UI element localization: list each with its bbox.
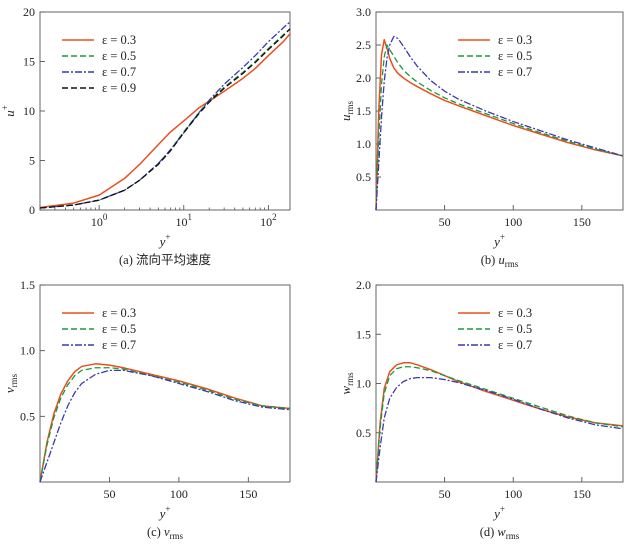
- series-line-1: [375, 38, 624, 211]
- x-tick-label: 50: [439, 487, 451, 501]
- legend-label-3: ε = 0.7: [498, 338, 532, 352]
- legend-label-2: ε = 0.5: [498, 49, 532, 63]
- y-tick-label: 2.0: [356, 71, 371, 85]
- y-tick-label: 3.0: [356, 5, 371, 19]
- y-axis-label: u+: [0, 105, 17, 117]
- x-tick-label: 101: [176, 212, 193, 229]
- y-tick-label: 0.5: [20, 409, 35, 423]
- legend-label-3: ε = 0.7: [102, 65, 136, 79]
- y-axis-label: vrms: [2, 373, 19, 393]
- y-tick-label: 5: [29, 154, 35, 168]
- panel-caption: (d) wrms: [480, 525, 520, 541]
- x-tick-label: 100: [91, 212, 108, 229]
- legend-label-3: ε = 0.7: [102, 338, 136, 352]
- plot-frame: [39, 11, 291, 211]
- series-line-2: [375, 44, 624, 211]
- legend-label-2: ε = 0.5: [102, 49, 136, 63]
- x-axis-label: y+: [492, 232, 505, 249]
- series-line-2: [375, 366, 624, 483]
- chart-panel-c: 50 100 150 0.5 1.0 1.5 y+ vrms ε = 0.3 ε = 0.5 ε =…: [2, 278, 291, 541]
- x-tick-label: 100: [170, 487, 188, 501]
- x-tick-label: 50: [439, 215, 451, 229]
- y-tick-label: 20: [23, 5, 35, 19]
- panel-caption: (a) 流向平均速度: [119, 252, 211, 267]
- panel-caption: (b) urms: [481, 253, 519, 269]
- series-line-2: [39, 367, 291, 483]
- legend-label-1: ε = 0.3: [498, 306, 532, 320]
- y-tick-label: 1.0: [356, 137, 371, 151]
- x-tick-label: 100: [504, 487, 522, 501]
- y-tick-label: 0.5: [356, 170, 371, 184]
- series-line-3: [39, 21, 291, 209]
- x-tick-label: 150: [573, 487, 591, 501]
- legend-label-4: ε = 0.9: [102, 81, 136, 95]
- chart-panel-d: 50 100 150 0.5 1.0 1.5 2.0 y+ wrms ε = 0.3 ε = 0.5…: [338, 278, 624, 541]
- y-tick-label: 2.0: [356, 278, 371, 292]
- legend-label-1: ε = 0.3: [102, 306, 136, 320]
- legend-label-1: ε = 0.3: [102, 33, 136, 47]
- x-tick-label: 100: [504, 215, 522, 229]
- chart-panel-b: 50 100 150 0.5 1.0 1.5 2.0 2.5 3.0 y+ urms ε = 0.3 ε…: [338, 5, 624, 269]
- y-tick-label: 15: [23, 55, 35, 69]
- series-line-3: [375, 35, 624, 211]
- plot-frame: [39, 284, 291, 483]
- y-tick-label: 1.5: [356, 104, 371, 118]
- legend-label-3: ε = 0.7: [498, 65, 532, 79]
- x-tick-label: 102: [260, 212, 277, 229]
- series-line-3: [375, 376, 624, 483]
- legend-label-2: ε = 0.5: [498, 322, 532, 336]
- y-tick-label: 2.5: [356, 38, 371, 52]
- series-line-2: [39, 28, 291, 209]
- x-tick-label: 50: [103, 487, 115, 501]
- series-line-1: [39, 33, 291, 209]
- y-tick-label: 0.5: [356, 426, 371, 440]
- x-axis-label: y+: [158, 504, 171, 521]
- series-line-1: [39, 363, 291, 483]
- y-axis-label: urms: [338, 101, 355, 121]
- y-tick-label: 10: [23, 104, 35, 118]
- series-line-1: [375, 362, 624, 483]
- series-line-4: [39, 28, 291, 209]
- chart-panel-a: 100 101 102 0 5 10 15 20 y+ u+ ε = 0.3 ε = 0.5 ε = 0…: [0, 5, 291, 267]
- legend-label-1: ε = 0.3: [498, 33, 532, 47]
- y-tick-label: 1.0: [356, 377, 371, 391]
- x-axis-label: y+: [492, 504, 505, 521]
- legend-label-2: ε = 0.5: [102, 322, 136, 336]
- x-axis-label: y+: [158, 232, 171, 249]
- x-tick-label: 150: [239, 487, 257, 501]
- panel-caption: (c) vrms: [147, 525, 184, 541]
- series-line-3: [39, 369, 291, 483]
- x-tick-label: 150: [573, 215, 591, 229]
- y-tick-label: 0: [29, 203, 35, 217]
- y-tick-label: 1.0: [20, 344, 35, 358]
- y-tick-label: 1.5: [20, 278, 35, 292]
- y-axis-label: wrms: [338, 372, 355, 395]
- y-tick-label: 1.5: [356, 327, 371, 341]
